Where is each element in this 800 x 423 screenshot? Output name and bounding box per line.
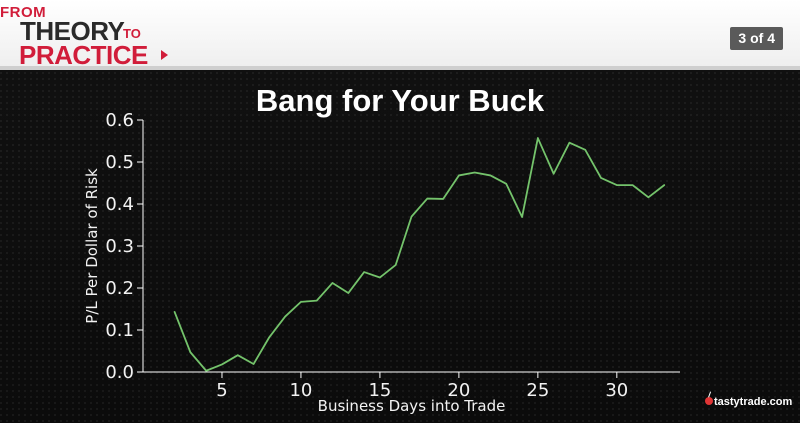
logo-theory-text: THEORY: [20, 16, 125, 46]
chart-title: Bang for Your Buck: [255, 83, 545, 118]
x-tick-label: 5: [216, 380, 227, 401]
logo-practice-text: PRACTICE: [19, 40, 148, 70]
show-logo: FROM THEORY TO PRACTICE: [0, 2, 190, 70]
page-indicator: 3 of 4: [730, 27, 783, 50]
y-tick-label: 0.3: [105, 236, 134, 257]
chart-series: [173, 137, 666, 372]
x-tick-label: 30: [605, 380, 628, 401]
y-tick-label: 0.2: [105, 278, 134, 299]
y-tick-label: 0.0: [105, 362, 134, 383]
chart-axes: 0.0 0.1 0.2 0.3 0.4 0.5 0.6 5 10 15 20 25 30 Business…: [83, 110, 680, 415]
x-tick-label: 20: [447, 380, 470, 401]
x-axis-label: Business Days into Trade: [318, 397, 506, 415]
footer-brand: tastytrade.com: [714, 396, 793, 408]
logo-arrow-icon: [161, 50, 168, 60]
y-tick-label: 0.5: [105, 152, 134, 173]
series-line: [173, 137, 666, 372]
logo-from-text: FROM: [0, 4, 47, 21]
cherry-icon: [705, 397, 713, 405]
y-tick-label: 0.1: [105, 320, 134, 341]
header-banner: FROM THEORY TO PRACTICE 3 of 4: [0, 0, 800, 70]
y-axis-label: P/L Per Dollar of Risk: [83, 168, 101, 324]
y-tick-label: 0.6: [105, 110, 134, 131]
x-tick-label: 15: [368, 380, 391, 401]
y-tick-label: 0.4: [105, 194, 134, 215]
x-tick-label: 25: [526, 380, 549, 401]
x-tick-label: 10: [289, 380, 312, 401]
logo-to-text: TO: [123, 26, 141, 41]
